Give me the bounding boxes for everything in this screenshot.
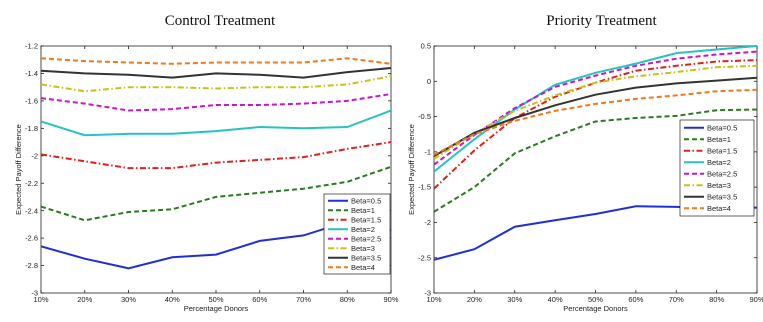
- y-tick-label: -1: [424, 147, 431, 156]
- legend-label: Beta=2: [707, 158, 731, 167]
- x-tick-label: 20%: [467, 295, 482, 304]
- series-line-beta-4: [41, 57, 391, 65]
- legend-label: Beta=0.5: [707, 123, 737, 132]
- legend-label: Beta=4: [351, 263, 375, 272]
- legend-label: Beta=2.5: [707, 169, 737, 178]
- legend-label: Beta=2: [351, 225, 375, 234]
- y-tick-label: -2.5: [418, 253, 431, 262]
- x-tick-label: 80%: [709, 295, 724, 304]
- series-line-beta-2: [41, 109, 391, 137]
- x-axis-label: Percentage Donors: [184, 304, 249, 313]
- y-tick-label: -1.5: [418, 183, 431, 192]
- y-axis-label: Expected Payoff Difference: [407, 124, 416, 215]
- y-tick-label: -1.6: [25, 96, 38, 105]
- x-tick-label: 80%: [340, 295, 355, 304]
- chart-title: Control Treatment: [164, 13, 276, 29]
- control-treatment-panel: Control Treatment -3 -2.8 -2.6 -2.4 -2.2 -2 -1…: [14, 13, 399, 313]
- y-tick-label: -3: [424, 289, 431, 298]
- x-tick-label: 90%: [749, 295, 763, 304]
- legend-box: [679, 119, 755, 217]
- y-tick-label: 0.5: [421, 42, 431, 51]
- legend-label: Beta=1: [707, 135, 731, 144]
- y-axis-label: Expected Payoff Difference: [14, 124, 23, 215]
- x-tick-label: 30%: [507, 295, 522, 304]
- series-line-beta-2-5: [41, 93, 391, 112]
- x-tick-label: 90%: [383, 295, 398, 304]
- series-line-beta-4: [434, 88, 757, 156]
- series-line-beta-3-5: [434, 76, 757, 157]
- legend-label: Beta=3: [707, 181, 731, 190]
- legend-label: Beta=4: [707, 204, 731, 213]
- series-line-beta-1-5: [434, 59, 757, 190]
- legend-label: Beta=1.5: [351, 215, 381, 224]
- legend-label: Beta=3.5: [707, 192, 737, 201]
- priority-treatment-panel: Priority Treatment -3 -2.5 -2 -1.5 -1 -0.5 0 0.…: [400, 0, 763, 322]
- x-tick-label: 60%: [628, 295, 643, 304]
- control-treatment-chart: -3 -2.8 -2.6 -2.4 -2.2 -2 -1.8 -1.6 -1.4 -1.2 10% 2…: [14, 42, 399, 313]
- x-tick-label: 40%: [548, 295, 563, 304]
- y-tick-label: -3: [31, 289, 38, 298]
- y-tick-label: 0: [427, 77, 431, 86]
- y-tick-label: -2: [31, 151, 38, 160]
- y-tick-label: -1.8: [25, 124, 38, 133]
- legend-label: Beta=3.5: [351, 253, 381, 262]
- y-tick-label: -0.5: [418, 112, 431, 121]
- x-tick-label: 60%: [252, 295, 267, 304]
- y-tick-label: -2.4: [25, 206, 38, 215]
- x-tick-label: 30%: [121, 295, 136, 304]
- legend-box: [323, 193, 391, 275]
- x-tick-label: 70%: [296, 295, 311, 304]
- series-line-beta-1: [434, 108, 757, 213]
- x-tick-label: 50%: [588, 295, 603, 304]
- legend-label: Beta=1: [351, 206, 375, 215]
- series-line-beta-3: [41, 75, 391, 93]
- legend-label: Beta=3: [351, 244, 375, 253]
- x-axis-label: Percentage Donors: [563, 304, 628, 313]
- series-line-beta-3: [434, 64, 757, 160]
- y-tick-label: -2.2: [25, 179, 38, 188]
- series-line-beta-1: [41, 165, 391, 222]
- x-tick-label: 40%: [165, 295, 180, 304]
- legend-label: Beta=2.5: [351, 234, 381, 243]
- x-tick-label: 70%: [669, 295, 684, 304]
- y-tick-label: -2.8: [25, 261, 38, 270]
- x-tick-label: 10%: [426, 295, 441, 304]
- series-group: [434, 46, 757, 261]
- y-tick-label: -2: [424, 218, 431, 227]
- legend-label: Beta=0.5: [351, 196, 381, 205]
- series-line-beta-1-5: [41, 141, 391, 170]
- x-tick-label: 10%: [33, 295, 48, 304]
- x-tick-label: 20%: [77, 295, 92, 304]
- y-tick-label: -1.4: [25, 69, 38, 78]
- x-tick-label: 50%: [208, 295, 223, 304]
- chart-title: Priority Treatment: [546, 13, 657, 29]
- legend-label: Beta=1.5: [707, 146, 737, 155]
- series-line-beta-3-5: [41, 67, 391, 79]
- y-tick-label: -2.6: [25, 234, 38, 243]
- priority-treatment-chart: -3 -2.5 -2 -1.5 -1 -0.5 0 0.5 10% 20% 30% 40% 50% 60%…: [407, 42, 763, 313]
- y-tick-label: -1.2: [25, 42, 38, 51]
